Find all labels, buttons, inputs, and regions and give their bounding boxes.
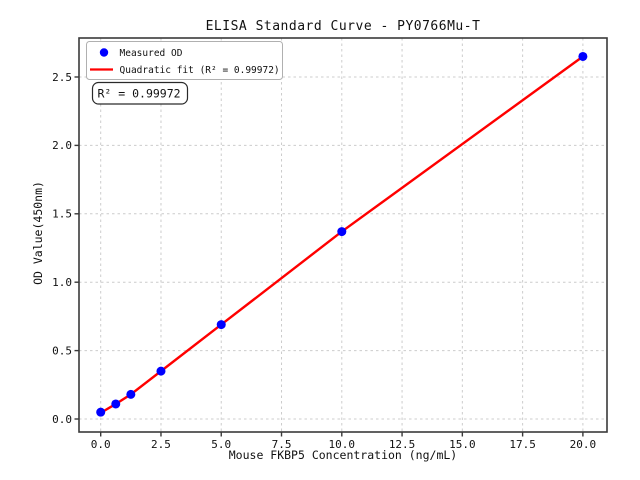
y-axis-label: OD Value(450nm) <box>31 181 45 285</box>
data-point <box>96 407 106 417</box>
x-tick-label: 12.5 <box>389 438 416 451</box>
x-tick-label: 20.0 <box>570 438 597 451</box>
x-tick-label: 10.0 <box>329 438 356 451</box>
x-tick-label: 15.0 <box>449 438 476 451</box>
data-point <box>578 51 588 61</box>
x-tick-label: 17.5 <box>509 438 536 451</box>
y-tick-label: 0.0 <box>52 413 72 426</box>
legend: Measured OD Quadratic fit (R² = 0.99972) <box>86 41 283 80</box>
r-squared-annotation: R² = 0.99972 <box>91 81 189 105</box>
data-point <box>126 389 136 399</box>
data-point <box>216 320 226 330</box>
legend-label-measured-od: Measured OD <box>120 48 183 59</box>
y-tick-label: 1.0 <box>52 276 72 289</box>
x-tick-label: 5.0 <box>211 438 231 451</box>
annotation-box <box>91 81 189 105</box>
annotation-text: R² = 0.99972 <box>98 87 181 101</box>
x-tick-label: 0.0 <box>91 438 111 451</box>
legend-label-quadratic-fit: Quadratic fit (R² = 0.99972) <box>120 65 280 76</box>
data-point <box>337 227 347 237</box>
y-tick-label: 2.5 <box>52 71 72 84</box>
axes-spines <box>78 37 608 433</box>
legend-box <box>86 41 283 80</box>
y-tick-label: 0.5 <box>52 344 72 357</box>
chart-title: ELISA Standard Curve - PY0766Mu-T <box>206 19 481 34</box>
x-tick-label: 7.5 <box>272 438 292 451</box>
legend-scatter-marker-icon <box>99 48 109 57</box>
x-axis-label: Mouse FKBP5 Concentration (ng/mL) <box>229 448 457 462</box>
y-tick-label: 2.0 <box>52 139 72 152</box>
data-point <box>156 366 166 376</box>
y-tick-label: 1.5 <box>52 208 72 221</box>
x-tick-label: 2.5 <box>151 438 171 451</box>
data-point <box>111 399 121 409</box>
